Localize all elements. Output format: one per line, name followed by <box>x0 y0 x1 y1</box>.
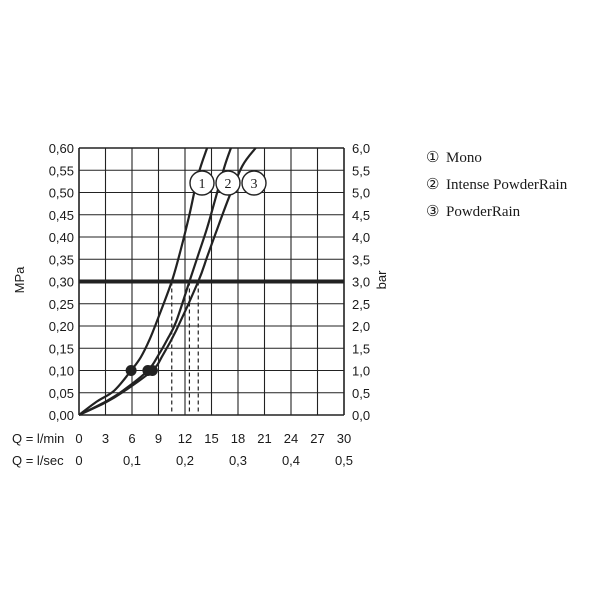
curve-marker-circle <box>241 170 267 196</box>
y-left-tick-label: 0,10 <box>49 364 74 379</box>
curve-marker-circle <box>189 170 215 196</box>
y-right-tick-label: 0,0 <box>352 408 370 423</box>
y-right-tick-label: 4,5 <box>352 208 370 223</box>
y-right-tick-label: 0,5 <box>352 386 370 401</box>
y-right-tick-label: 2,0 <box>352 319 370 334</box>
tick-labels: 0,000,050,100,150,200,250,300,350,400,45… <box>49 141 370 468</box>
min-pressure-points <box>125 365 158 376</box>
x-lmin-tick-label: 24 <box>284 431 298 446</box>
x-lmin-tick-label: 30 <box>337 431 351 446</box>
x-lmin-tick-label: 12 <box>178 431 192 446</box>
y-left-axis-title: MPa <box>12 266 27 294</box>
y-left-tick-label: 0,30 <box>49 275 74 290</box>
y-right-tick-label: 4,0 <box>352 230 370 245</box>
x-lmin-tick-label: 18 <box>231 431 245 446</box>
y-right-tick-label: 5,0 <box>352 186 370 201</box>
legend-symbol: ② <box>426 177 439 193</box>
x-lmin-tick-label: 21 <box>257 431 271 446</box>
x-lsec-tick-label: 0 <box>75 453 82 468</box>
y-right-tick-label: 5,5 <box>352 163 370 178</box>
curve-marker-label: 1 <box>199 177 206 192</box>
min-point-1 <box>125 365 137 376</box>
x-lsec-tick-label: 0,5 <box>335 453 353 468</box>
y-left-tick-label: 0,40 <box>49 230 74 245</box>
curve-marker-label: 3 <box>251 177 258 192</box>
x-lmin-tick-label: 9 <box>155 431 162 446</box>
x-lmin-tick-label: 15 <box>204 431 218 446</box>
legend-label: Mono <box>446 150 482 166</box>
legend-symbol: ① <box>426 150 439 166</box>
x-lsec-tick-label: 0,3 <box>229 453 247 468</box>
y-left-tick-label: 0,50 <box>49 186 74 201</box>
x-lmin-tick-label: 27 <box>310 431 324 446</box>
legend-label: Intense PowderRain <box>446 177 568 193</box>
x-lmin-tick-label: 0 <box>75 431 82 446</box>
min-point-3 <box>146 365 158 376</box>
curve-2 <box>78 147 232 416</box>
y-right-tick-label: 6,0 <box>352 141 370 156</box>
x-lmin-tick-label: 6 <box>128 431 135 446</box>
legend-label: PowderRain <box>446 204 521 220</box>
x-lsec-tick-label: 0,4 <box>282 453 300 468</box>
curve-markers: 1 2 3 <box>189 170 267 196</box>
legend: ① Mono ② Intense PowderRain ③ PowderRain <box>426 150 568 220</box>
x-lsec-tick-label: 0,1 <box>123 453 141 468</box>
y-left-tick-label: 0,35 <box>49 252 74 267</box>
curve-1 <box>78 147 209 416</box>
y-right-axis-title: bar <box>374 270 389 289</box>
y-left-tick-label: 0,05 <box>49 386 74 401</box>
y-left-tick-label: 0,60 <box>49 141 74 156</box>
y-right-tick-label: 3,0 <box>352 275 370 290</box>
y-left-tick-label: 0,45 <box>49 208 74 223</box>
x-lsec-tick-label: 0,2 <box>176 453 194 468</box>
y-left-tick-label: 0,20 <box>49 319 74 334</box>
y-left-tick-label: 0,55 <box>49 163 74 178</box>
legend-symbol: ③ <box>426 204 439 220</box>
x-axis-title-lmin: Q = l/min <box>12 431 64 446</box>
x-axis-title-lsec: Q = l/sec <box>12 453 64 468</box>
y-right-tick-label: 3,5 <box>352 252 370 267</box>
y-left-tick-label: 0,00 <box>49 408 74 423</box>
y-left-tick-label: 0,15 <box>49 341 74 356</box>
y-right-tick-label: 1,0 <box>352 364 370 379</box>
y-left-tick-label: 0,25 <box>49 297 74 312</box>
x-lmin-tick-label: 3 <box>102 431 109 446</box>
y-right-tick-label: 2,5 <box>352 297 370 312</box>
y-right-tick-label: 1,5 <box>352 341 370 356</box>
curve-marker-label: 2 <box>225 177 232 192</box>
curve-marker-circle <box>215 170 241 196</box>
